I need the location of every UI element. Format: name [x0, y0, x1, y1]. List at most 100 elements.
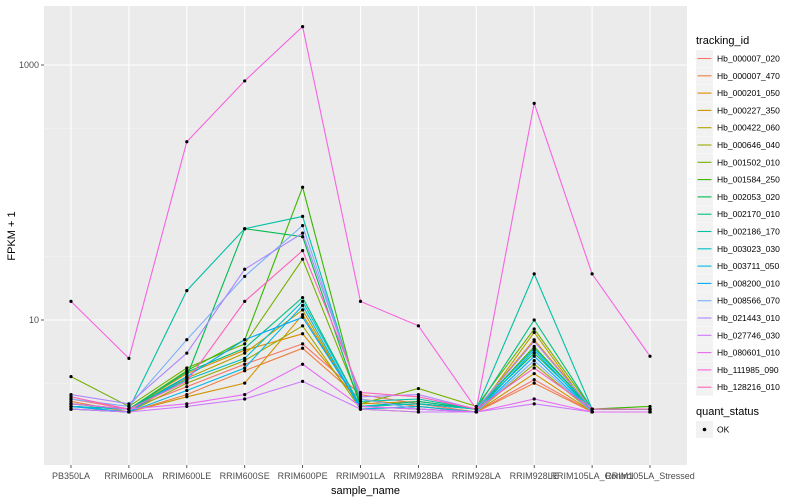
data-point: [416, 407, 420, 411]
series-points: [69, 25, 652, 414]
data-point: [185, 289, 189, 293]
data-point: [185, 379, 189, 383]
legend-label: Hb_003023_030: [717, 244, 780, 254]
legend-item: Hb_000007_020: [696, 50, 780, 67]
data-point: [301, 379, 305, 383]
data-point: [243, 362, 247, 366]
x-tick-label: RRIM600SE: [220, 471, 270, 481]
data-point: [185, 351, 189, 355]
x-tick-labels: PB350LA RRIM600LA RRIM600LE RRIM600SE RRIM60…: [52, 471, 695, 481]
data-point: [69, 404, 73, 409]
x-tick-label: RRIM105LA_Control: [551, 471, 634, 481]
data-point: [301, 257, 305, 261]
data-point: [648, 404, 652, 409]
x-tick-label: RRIM105LA_Stressed: [605, 471, 695, 481]
data-point: [416, 395, 420, 399]
legend-item: Hb_000422_060: [696, 119, 780, 137]
data-point: [301, 324, 305, 328]
legend-item: Hb_000007_470: [696, 67, 780, 85]
data-point: [474, 407, 478, 411]
data-point: [127, 407, 131, 411]
legend: Hb_000007_020 Hb_000007_470 Hb_000201_050 H…: [696, 50, 780, 396]
legend-item: Hb_002053_020: [696, 188, 780, 206]
data-point: [127, 402, 131, 406]
data-point: [185, 140, 189, 144]
data-point: [69, 397, 73, 401]
data-point: [243, 227, 247, 231]
data-point: [416, 410, 420, 414]
data-point: [532, 402, 536, 406]
data-point: [185, 404, 189, 409]
legend-item: Hb_000227_350: [696, 101, 780, 119]
data-point: [301, 214, 305, 218]
data-point: [243, 351, 247, 355]
data-point: [69, 407, 73, 411]
legend-item: Hb_001584_250: [696, 171, 780, 189]
data-point: [301, 313, 305, 317]
data-point: [532, 378, 536, 382]
legend-item: Hb_003711_050: [696, 257, 780, 275]
legend-label: Hb_128216_010: [717, 382, 780, 392]
data-point: [243, 397, 247, 401]
data-point: [532, 348, 536, 352]
data-point: [532, 362, 536, 366]
x-tick-label: RRIM600PE: [278, 471, 328, 481]
data-point: [243, 346, 247, 350]
data-point: [532, 354, 536, 358]
shape-legend-label: OK: [717, 425, 730, 435]
legend-item: Hb_002170_010: [696, 205, 780, 223]
data-point: [69, 399, 73, 403]
legend-item: Hb_000646_040: [696, 136, 780, 154]
x-tick-label: RRIM928LE: [510, 471, 559, 481]
data-point: [185, 366, 189, 370]
data-point: [532, 351, 536, 355]
data-point: [243, 274, 247, 278]
data-point: [301, 342, 305, 346]
data-point: [358, 399, 363, 403]
data-point: [358, 395, 363, 399]
legend-item: Hb_128216_010: [696, 378, 780, 396]
shape-legend: OK: [696, 421, 730, 438]
x-axis-title: sample_name: [331, 485, 400, 497]
data-point: [358, 402, 363, 406]
data-point: [474, 404, 478, 409]
legend-label: Hb_008566_070: [717, 296, 780, 306]
legend-label: Hb_002170_010: [717, 209, 780, 219]
x-tick-label: RRIM928LA: [452, 471, 501, 481]
data-point: [532, 359, 536, 363]
legend-label: Hb_000227_350: [717, 105, 780, 115]
data-point: [185, 402, 189, 406]
data-point: [301, 315, 305, 319]
data-point: [69, 395, 73, 399]
x-tick-label: RRIM928BA: [393, 471, 443, 481]
legend-item: Hb_111985_090: [696, 361, 779, 379]
plot-panel: [44, 6, 687, 465]
data-point: [416, 386, 420, 391]
legend-item: Hb_027746_030: [696, 326, 780, 344]
legend-label: Hb_027746_030: [717, 330, 780, 340]
data-point: [243, 359, 247, 363]
legend-label: Hb_001584_250: [717, 175, 780, 185]
data-point: [358, 390, 363, 395]
data-point: [358, 299, 363, 303]
data-point: [416, 399, 420, 403]
legend-title: tracking_id: [696, 35, 749, 47]
data-point: [590, 410, 594, 414]
data-point: [243, 392, 247, 397]
x-tick-label: RRIM600LE: [162, 471, 211, 481]
data-point: [648, 410, 652, 414]
data-point: [301, 295, 305, 300]
data-point: [648, 354, 652, 358]
data-point: [590, 407, 594, 411]
data-point: [532, 371, 536, 376]
data-point: [69, 299, 73, 303]
legend-item: Hb_021443_010: [696, 309, 780, 327]
data-point: [243, 299, 247, 303]
data-point: [358, 407, 363, 411]
data-point: [474, 410, 478, 414]
data-point: [243, 356, 247, 360]
data-point: [301, 303, 305, 308]
data-point: [532, 101, 536, 105]
data-point: [301, 299, 305, 303]
data-point: [243, 381, 247, 385]
